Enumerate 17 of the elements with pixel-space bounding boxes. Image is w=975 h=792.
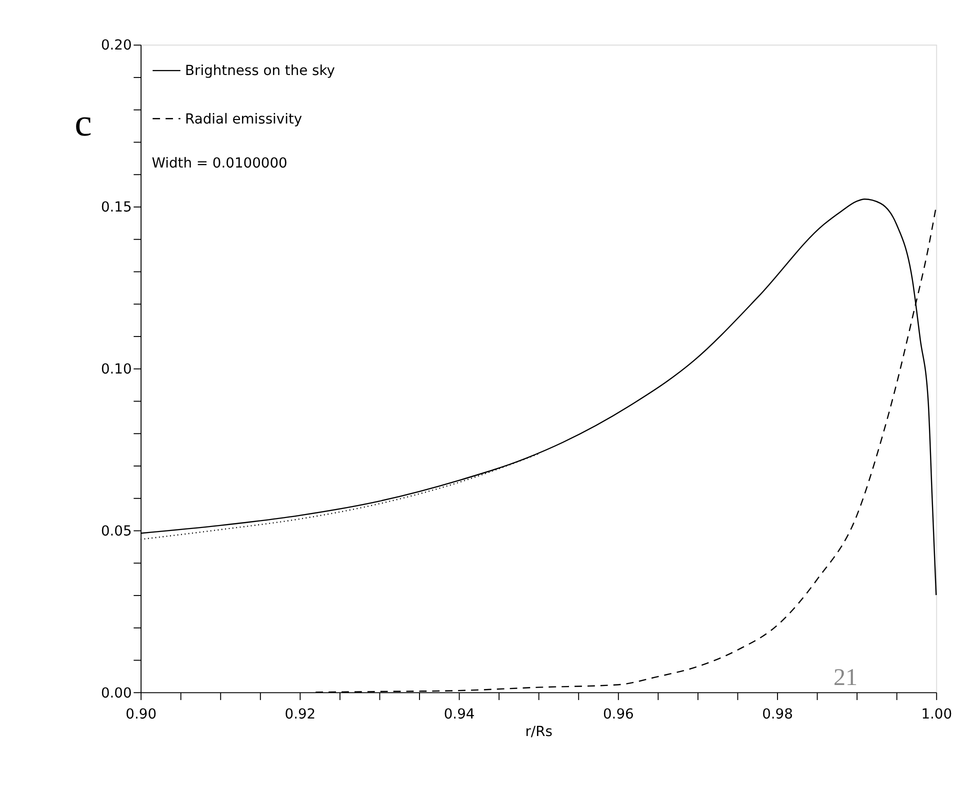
y-tick-label: 0.20 [100, 38, 132, 54]
x-axis-title: r/Rs [525, 724, 552, 740]
x-tick-label: 0.90 [126, 706, 156, 723]
text: c [74, 101, 92, 144]
annotation: Width = 0.0100000 [152, 156, 288, 172]
legend-label: Brightness on the sky [185, 63, 336, 80]
legend-label: Radial emissivity [185, 111, 302, 128]
y-tick-label: 0.00 [100, 685, 132, 702]
x-tick-label: 1.00 [921, 706, 952, 723]
y-tick-label: 0.15 [100, 200, 132, 216]
x-tick-label: 0.96 [602, 706, 634, 723]
y-tick-label: 0.10 [100, 362, 132, 378]
x-tick-label: 0.94 [444, 706, 475, 723]
x-tick-label: 0.98 [762, 706, 793, 723]
annotation: 21 [833, 664, 858, 691]
x-tick-label: 0.92 [284, 706, 316, 723]
y-tick-label: 0.05 [100, 523, 132, 540]
